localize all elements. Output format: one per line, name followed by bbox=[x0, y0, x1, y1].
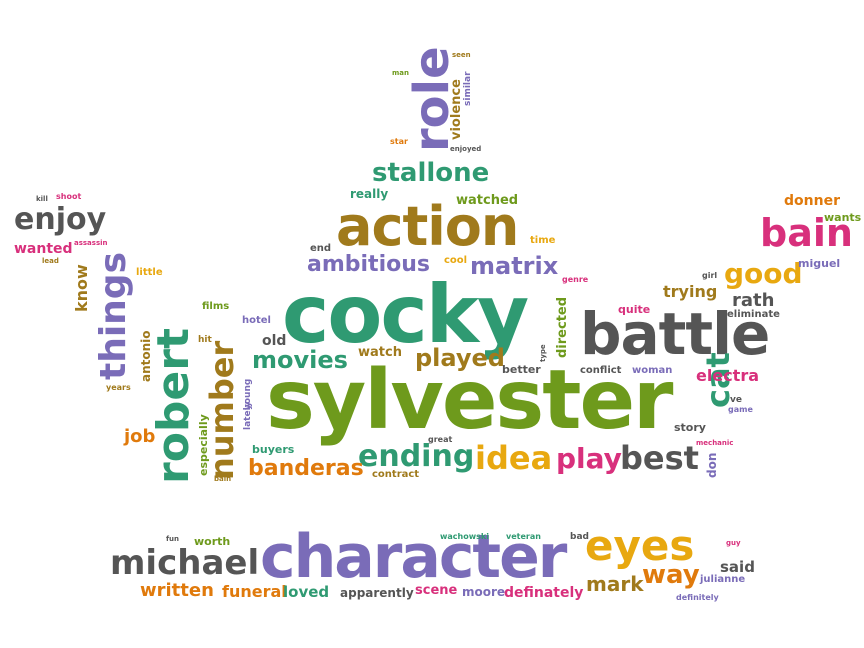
word-worth: worth bbox=[194, 535, 231, 548]
word-ending: ending bbox=[358, 439, 475, 474]
word-time: time bbox=[530, 235, 556, 246]
word-ve: ve bbox=[730, 395, 742, 405]
word-number: number bbox=[203, 340, 241, 480]
word-girl: girl bbox=[702, 271, 718, 280]
word-years: years bbox=[106, 383, 131, 392]
word-donner: donner bbox=[784, 193, 840, 209]
word-job: job bbox=[124, 426, 156, 447]
word-mechanic: mechanic bbox=[696, 439, 734, 447]
word-ambitious: ambitious bbox=[307, 252, 430, 277]
word-good: good bbox=[724, 257, 803, 290]
word-mark: mark bbox=[586, 572, 644, 596]
word-hotel: hotel bbox=[242, 315, 271, 326]
word-watched: watched bbox=[456, 193, 519, 208]
word-bain-small: bain bbox=[214, 475, 232, 483]
word-star: star bbox=[390, 137, 408, 146]
word-bain: bain bbox=[760, 211, 853, 255]
word-similar: similar bbox=[463, 71, 473, 106]
word-definitely: definitely bbox=[676, 593, 719, 602]
word-wanted: wanted bbox=[14, 241, 73, 257]
word-woman: woman bbox=[632, 365, 673, 376]
word-conflict: conflict bbox=[580, 365, 622, 376]
word-end: end bbox=[310, 243, 332, 254]
word-miguel: miguel bbox=[798, 257, 841, 270]
word-battle: battle bbox=[580, 300, 770, 368]
word-michael: michael bbox=[110, 543, 260, 583]
word-violence: violence bbox=[449, 79, 464, 140]
word-action: action bbox=[336, 195, 519, 258]
word-quite: quite bbox=[618, 303, 651, 316]
word-way: way bbox=[642, 560, 700, 590]
word-story: story bbox=[674, 421, 706, 434]
word-play: play bbox=[556, 442, 622, 475]
word-eyes: eyes bbox=[585, 521, 695, 570]
word-directed: directed bbox=[555, 296, 570, 358]
word-lead: lead bbox=[42, 257, 59, 265]
word-buyers: buyers bbox=[252, 443, 295, 456]
word-films: films bbox=[202, 301, 230, 312]
word-young: young bbox=[243, 378, 253, 410]
word-enjoyed: enjoyed bbox=[450, 145, 482, 153]
word-game: game bbox=[728, 405, 753, 414]
word-watch: watch bbox=[358, 345, 402, 360]
word-enjoy: enjoy bbox=[14, 202, 107, 237]
word-little: little bbox=[136, 267, 163, 278]
word-antonio: antonio bbox=[139, 330, 153, 382]
word-kill: kill bbox=[36, 195, 48, 203]
word-eliminate: eliminate bbox=[727, 309, 780, 320]
word-stallone: stallone bbox=[372, 158, 490, 188]
word-julianne: julianne bbox=[700, 574, 746, 585]
word-trying: trying bbox=[663, 282, 718, 301]
word-played: played bbox=[415, 344, 505, 372]
word-written: written bbox=[140, 580, 214, 601]
word-fun: fun bbox=[166, 535, 180, 543]
word-sylvester: sylvester bbox=[266, 353, 673, 448]
word-bad: bad bbox=[570, 532, 589, 542]
word-rath: rath bbox=[732, 290, 775, 311]
word-electra: electra bbox=[696, 366, 760, 385]
word-character: character bbox=[260, 522, 567, 592]
word-cool: cool bbox=[444, 255, 468, 266]
word-seen: seen bbox=[452, 51, 471, 59]
word-robert: robert bbox=[148, 328, 199, 484]
word-said: said bbox=[720, 558, 755, 576]
word-guy: guy bbox=[726, 539, 741, 547]
word-hit: hit bbox=[198, 335, 212, 345]
word-apparently: apparently bbox=[340, 586, 414, 600]
word-movies: movies bbox=[252, 346, 348, 374]
word-veteran: veteran bbox=[506, 532, 541, 541]
word-matrix: matrix bbox=[470, 252, 559, 280]
word-assassin: assassin bbox=[74, 239, 108, 247]
word-best: best bbox=[620, 439, 699, 477]
word-things: things bbox=[93, 251, 134, 380]
word-wants: wants bbox=[824, 211, 862, 224]
word-wachowski: wachowski bbox=[440, 532, 489, 541]
word-loved: loved bbox=[283, 583, 330, 601]
word-cocky: cocky bbox=[282, 268, 529, 361]
word-type: type bbox=[539, 344, 547, 362]
word-contract: contract bbox=[372, 469, 420, 480]
word-banderas: banderas bbox=[248, 456, 364, 481]
word-genre: genre bbox=[562, 275, 589, 284]
word-scene: scene bbox=[415, 583, 458, 598]
word-old: old bbox=[262, 333, 287, 349]
word-really: really bbox=[350, 187, 389, 201]
word-don: don bbox=[705, 452, 719, 478]
word-shoot: shoot bbox=[56, 192, 82, 201]
word-especially: especially bbox=[197, 414, 210, 476]
word-moore: moore bbox=[462, 585, 506, 599]
word-better: better bbox=[502, 363, 541, 376]
word-great: great bbox=[428, 435, 453, 444]
word-funeral: funeral bbox=[222, 582, 287, 601]
word-man: man bbox=[392, 69, 410, 77]
word-definately: definately bbox=[504, 585, 584, 601]
word-know: know bbox=[72, 264, 91, 312]
word-idea: idea bbox=[475, 439, 553, 477]
